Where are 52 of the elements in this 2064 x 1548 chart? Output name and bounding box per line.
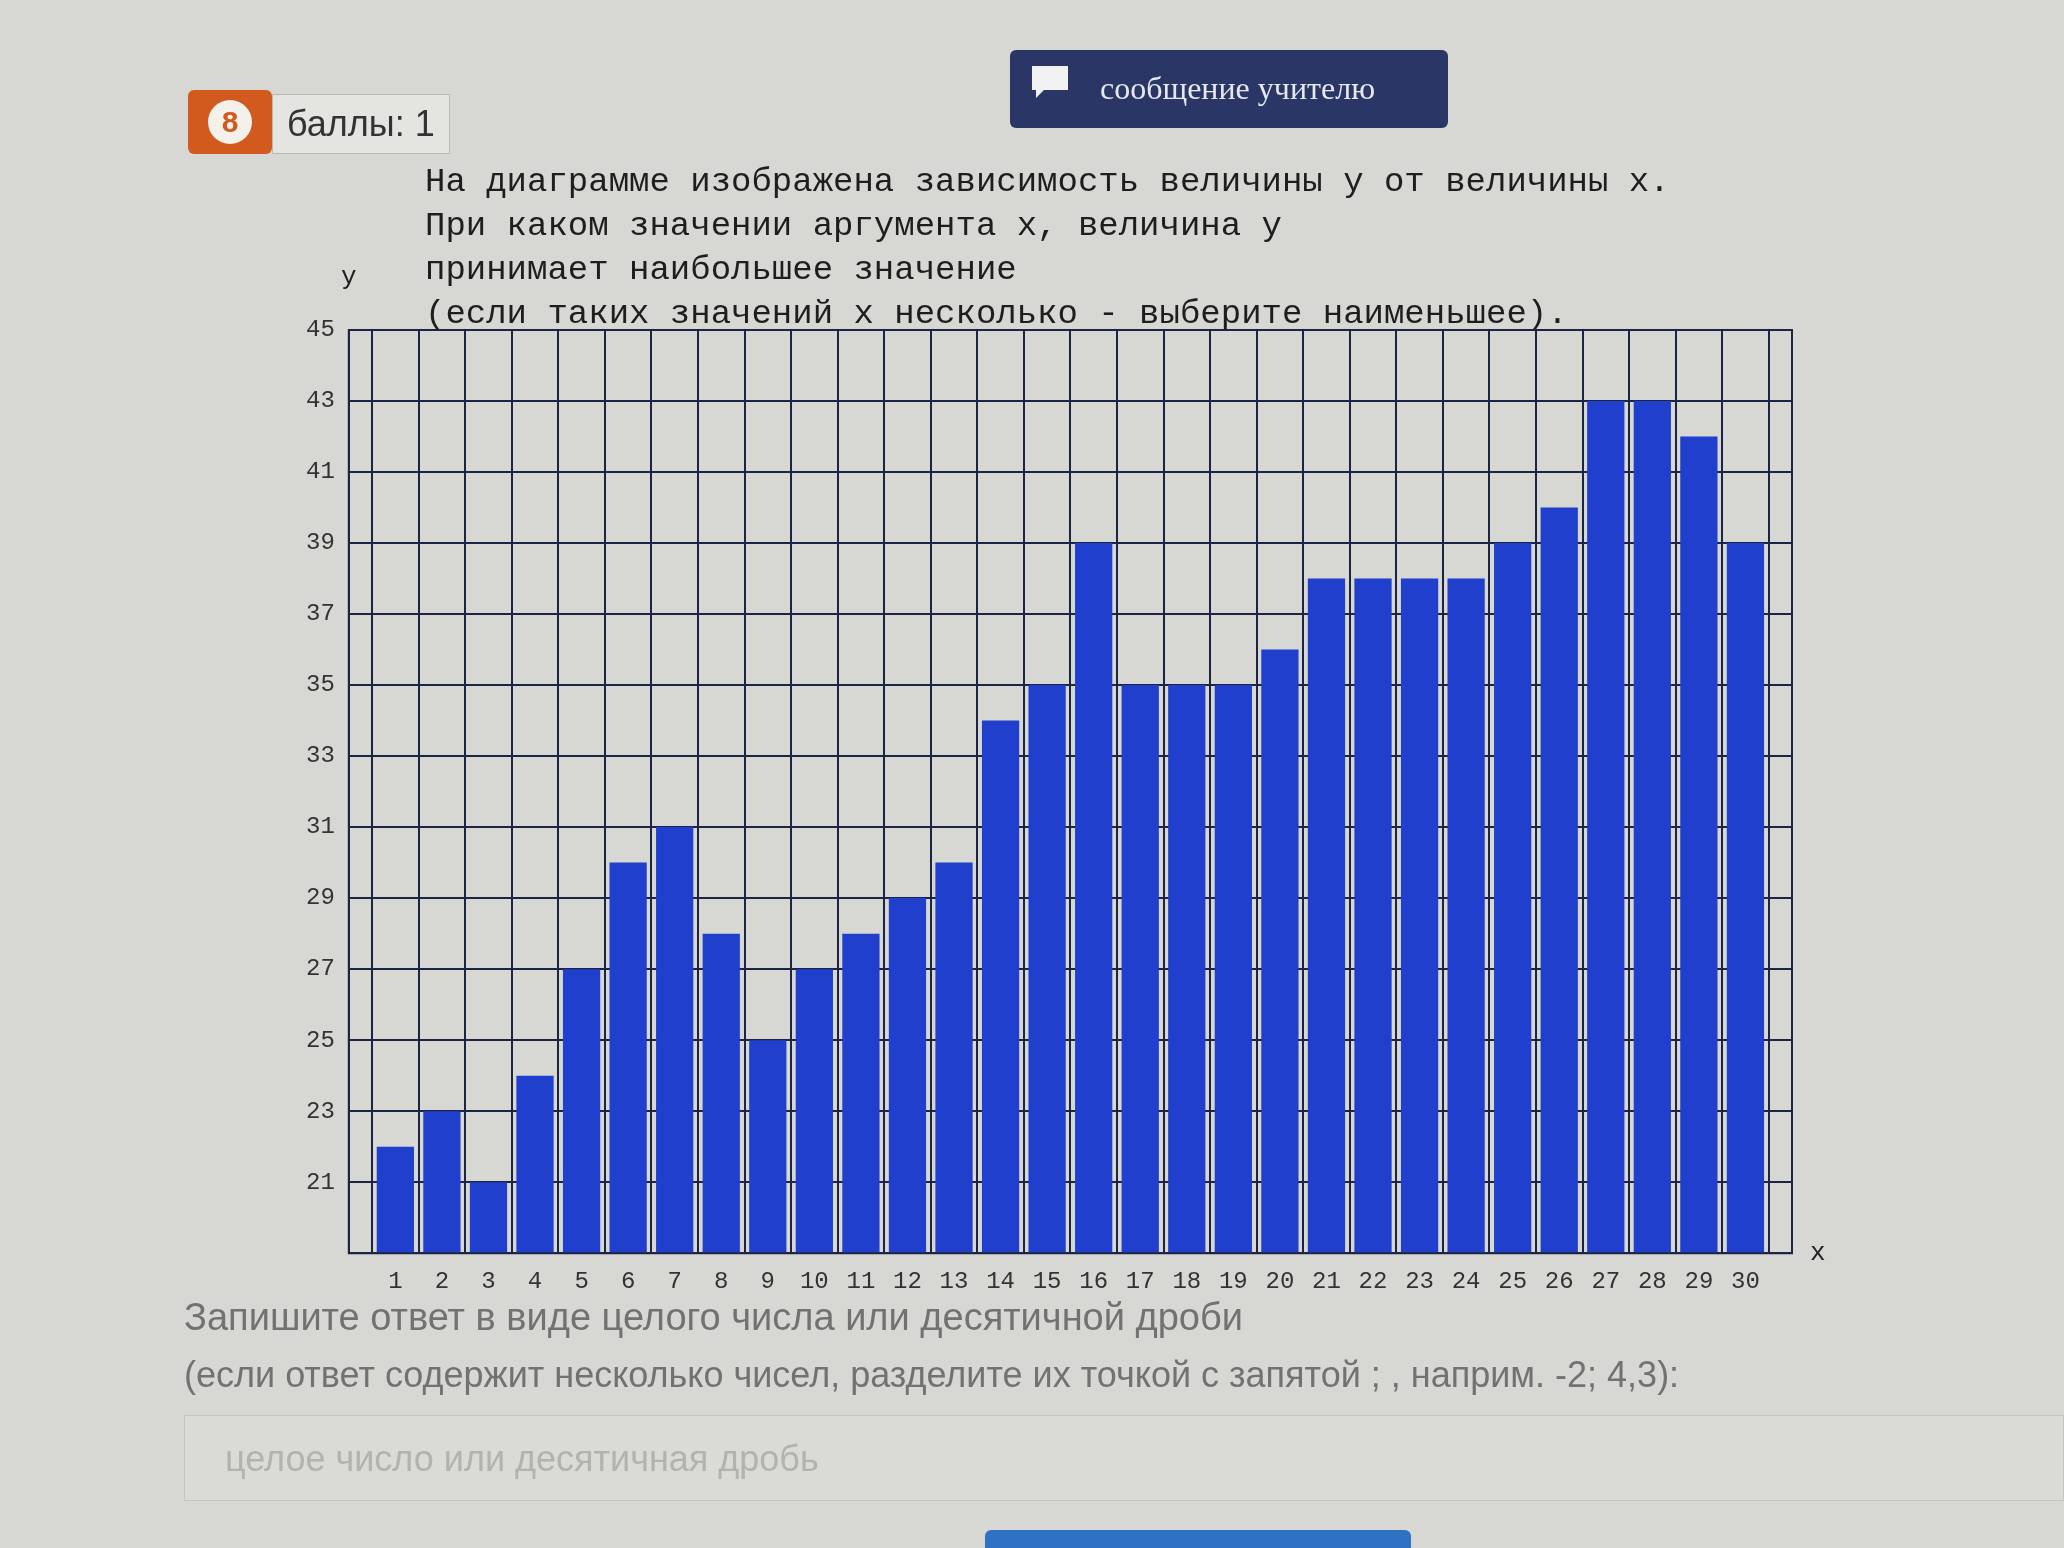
x-tick-label: 21 xyxy=(1312,1267,1341,1295)
x-tick-label: 18 xyxy=(1172,1267,1202,1295)
x-tick-label: 6 xyxy=(620,1267,636,1295)
x-tick-label: 29 xyxy=(1684,1267,1714,1295)
y-tick-label: 21 xyxy=(305,1168,335,1196)
y-tick-label: 43 xyxy=(305,387,335,415)
x-tick-label: 23 xyxy=(1405,1267,1434,1295)
x-tick-label: 16 xyxy=(1079,1267,1109,1295)
x-tick-label: 15 xyxy=(1032,1267,1062,1295)
x-tick-label: 4 xyxy=(527,1267,543,1295)
y-axis-title: y xyxy=(341,261,357,292)
x-tick-label: 1 xyxy=(388,1267,403,1295)
y-tick-label: 27 xyxy=(305,955,335,983)
button: сообщение учителю xyxy=(1010,50,1448,128)
y-tick-label: 29 xyxy=(305,884,335,912)
x-tick-label: 17 xyxy=(1125,1267,1155,1295)
number-badge: 8 xyxy=(188,90,272,154)
text: баллы: 1 xyxy=(272,94,450,154)
y-tick-label: 23 xyxy=(305,1097,335,1125)
x-tick-label: 10 xyxy=(799,1267,829,1295)
y-tick-label: 39 xyxy=(305,529,335,557)
text: Запишите ответ в виде целого числа или десятичной дроби xyxy=(184,1296,1243,1339)
x-tick-label: 5 xyxy=(574,1267,589,1295)
x-tick-label: 11 xyxy=(846,1267,876,1295)
x-tick-label: 3 xyxy=(481,1267,496,1295)
text: (если ответ содержит несколько чисел, разделите их точкой с запятой ; , наприм. -2; 4,3): xyxy=(184,1354,1680,1396)
x-axis-title: x xyxy=(1810,1238,1826,1269)
x-tick-label: 24 xyxy=(1451,1267,1481,1295)
x-tick-label: 19 xyxy=(1218,1267,1248,1295)
y-tick-label: 45 xyxy=(305,316,335,344)
y-tick-label: 33 xyxy=(305,742,335,770)
y-tick-label: 31 xyxy=(305,813,335,841)
chart-subtitle: (если таких значений x несколько - выберите наименьшее). xyxy=(425,294,1569,335)
x-tick-label: 22 xyxy=(1358,1267,1388,1295)
chart-title: На диаграмме изображена зависимость величины y от величины x. При каком значении аргумента x, величина y принимает наибольшее значение xyxy=(425,162,1670,291)
x-tick-label: 25 xyxy=(1498,1267,1528,1295)
x-tick-label: 13 xyxy=(939,1267,969,1295)
x-tick-label: 14 xyxy=(986,1267,1015,1295)
x-tick-label: 2 xyxy=(434,1267,450,1295)
y-tick-label: 41 xyxy=(305,458,335,486)
y-tick-label: 37 xyxy=(305,600,335,628)
x-tick-label: 28 xyxy=(1637,1267,1667,1295)
x-tick-label: 9 xyxy=(760,1267,775,1295)
x-tick-label: 26 xyxy=(1544,1267,1574,1295)
x-tick-label: 8 xyxy=(714,1267,729,1295)
x-tick-label: 27 xyxy=(1591,1267,1621,1295)
x-tick-label: 7 xyxy=(667,1267,682,1295)
y-tick-label: 25 xyxy=(305,1026,335,1054)
y-tick-label: 35 xyxy=(305,671,335,699)
x-tick-label: 30 xyxy=(1731,1267,1760,1295)
x-tick-label: 20 xyxy=(1265,1267,1295,1295)
x-tick-label: 12 xyxy=(893,1267,922,1295)
